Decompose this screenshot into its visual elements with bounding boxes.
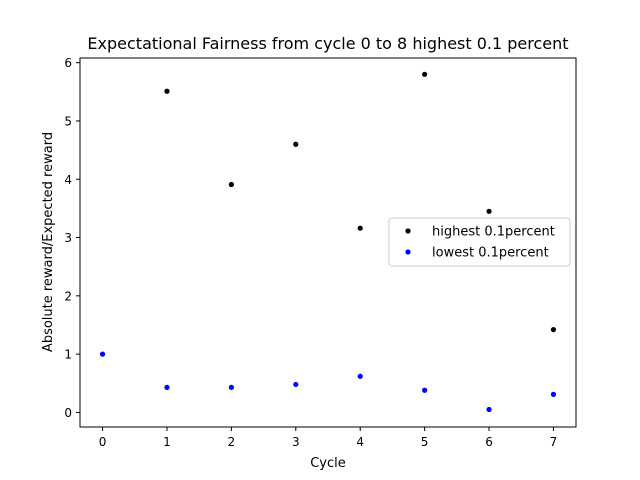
data-point xyxy=(422,71,428,77)
data-point xyxy=(486,208,492,214)
y-axis-ticks: 0 1 2 3 4 5 6 xyxy=(64,56,80,420)
data-point xyxy=(357,373,363,379)
x-tick-label: 2 xyxy=(228,435,236,449)
y-tick-label: 6 xyxy=(64,56,72,70)
y-tick-label: 1 xyxy=(64,348,72,362)
x-axis-label: Cycle xyxy=(310,456,346,471)
y-axis-label: Absolute reward/Expected reward xyxy=(41,132,56,352)
data-point xyxy=(164,384,170,390)
x-tick-label: 0 xyxy=(99,435,107,449)
data-point xyxy=(550,327,557,333)
data-point xyxy=(293,381,299,388)
y-tick-label: 5 xyxy=(64,114,72,128)
legend-marker xyxy=(405,249,411,255)
x-tick-label: 6 xyxy=(485,435,493,449)
x-tick-label: 5 xyxy=(421,435,429,449)
legend-box xyxy=(388,217,571,267)
data-point xyxy=(486,406,492,413)
y-tick-label: 2 xyxy=(64,289,72,303)
data-points xyxy=(99,71,557,413)
data-point xyxy=(228,384,234,390)
legend-label: highest 0.1percent xyxy=(432,225,555,240)
plot-frame xyxy=(79,57,577,428)
data-point xyxy=(228,181,234,188)
chart-title: Expectational Fairness from cycle 0 to 8… xyxy=(87,34,568,53)
y-tick-label: 3 xyxy=(64,231,72,245)
legend-label: lowest 0.1percent xyxy=(432,246,549,261)
data-point xyxy=(550,391,557,397)
legend-marker xyxy=(405,228,411,234)
data-point xyxy=(422,387,428,393)
data-point xyxy=(293,141,299,147)
y-tick-label: 4 xyxy=(64,173,72,187)
x-axis-ticks: 0 1 2 3 4 5 6 7 xyxy=(99,427,558,449)
x-tick-label: 7 xyxy=(550,435,558,449)
data-point xyxy=(357,225,363,231)
y-tick-label: 0 xyxy=(64,406,72,420)
x-tick-label: 4 xyxy=(356,435,364,449)
legend: highest 0.1percent lowest 0.1percent xyxy=(388,217,571,267)
data-point xyxy=(164,88,170,94)
x-tick-label: 3 xyxy=(292,435,300,449)
data-point xyxy=(99,351,106,357)
x-tick-label: 1 xyxy=(163,435,171,449)
